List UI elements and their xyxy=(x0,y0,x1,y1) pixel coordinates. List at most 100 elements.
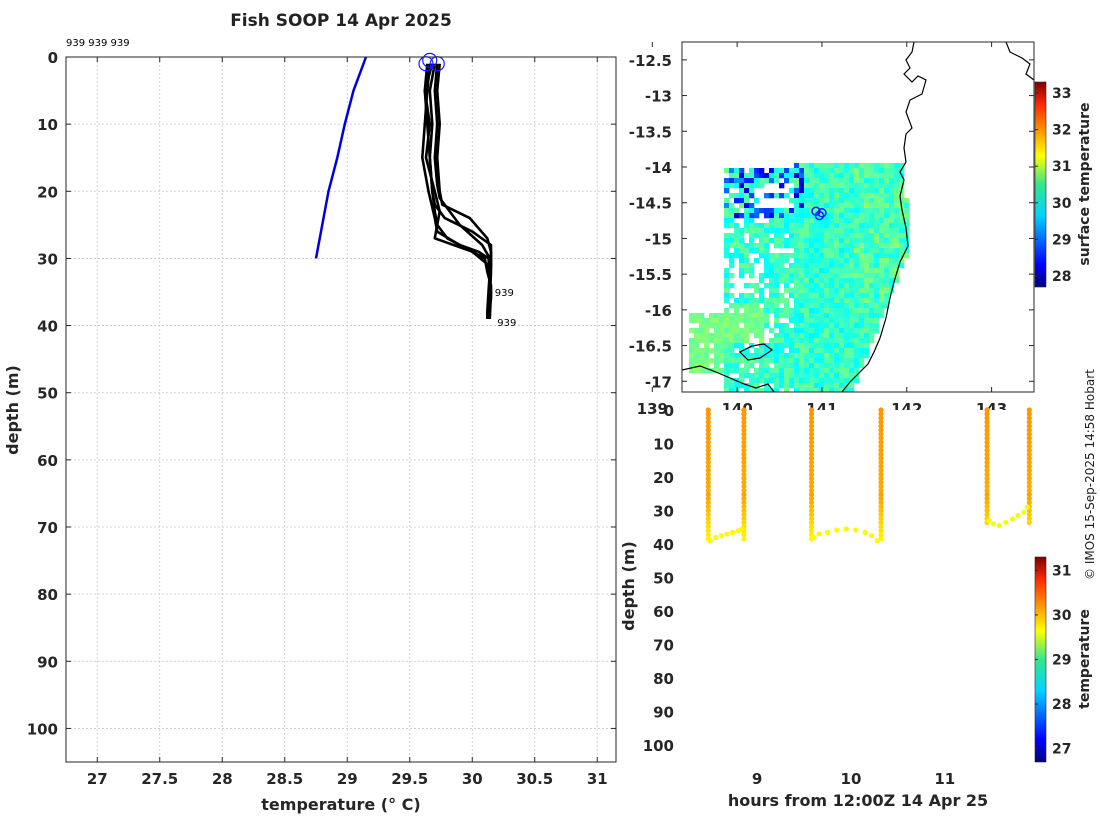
sst-cell xyxy=(779,173,785,179)
sst-cell xyxy=(719,313,725,319)
sst-cell xyxy=(789,253,795,259)
sst-cell xyxy=(834,328,840,334)
sst-cell xyxy=(864,178,870,184)
sst-cell xyxy=(854,188,860,194)
sst-cell xyxy=(744,303,750,309)
sst-cell xyxy=(809,283,815,289)
sst-cell xyxy=(899,168,905,174)
sst-cell xyxy=(809,233,815,239)
sst-cell xyxy=(864,233,870,239)
sst-cell xyxy=(754,353,760,359)
section-dot xyxy=(808,503,815,510)
section-dot xyxy=(1026,451,1032,457)
start-marker xyxy=(422,52,438,68)
sst-cell xyxy=(774,303,780,309)
sst-cell xyxy=(799,193,805,199)
sst-cell xyxy=(779,358,785,364)
sst-cell xyxy=(819,223,825,229)
sst-cell xyxy=(744,383,750,389)
sst-cell xyxy=(739,353,745,359)
sst-cell xyxy=(889,248,895,254)
sst-cell xyxy=(724,378,730,384)
sst-cell xyxy=(749,238,755,244)
sst-cell xyxy=(779,243,785,249)
section-dot xyxy=(878,431,884,437)
sst-cell xyxy=(874,268,880,274)
sst-cell xyxy=(879,263,885,269)
sst-cell xyxy=(739,378,745,384)
sst-cell xyxy=(809,318,815,324)
sst-cell xyxy=(769,168,775,174)
sst-cell xyxy=(774,338,780,344)
section-dot xyxy=(878,528,884,534)
sst-cell xyxy=(734,168,740,174)
sst-cell xyxy=(734,173,740,179)
sst-cell xyxy=(799,363,805,369)
sst-cell xyxy=(724,283,730,289)
section-dot xyxy=(984,411,990,417)
sst-cell xyxy=(824,373,830,379)
sst-cell xyxy=(869,178,875,184)
sst-cell xyxy=(894,218,900,224)
sst-cell xyxy=(794,278,800,284)
sst-cell xyxy=(859,318,865,324)
map-axes-frame xyxy=(681,41,1035,393)
sst-cell xyxy=(749,168,755,174)
sst-cell xyxy=(824,328,830,334)
sst-cell xyxy=(754,213,760,219)
sst-cell xyxy=(889,283,895,289)
section-y-tick-label: 30 xyxy=(653,503,674,521)
sst-cell xyxy=(759,308,765,314)
sst-cell xyxy=(844,253,850,259)
sst-cell xyxy=(834,213,840,219)
sst-cell xyxy=(754,348,760,354)
sst-cell xyxy=(729,368,735,374)
section-dots xyxy=(705,407,1032,544)
section-dot xyxy=(718,533,725,539)
sst-cell xyxy=(804,168,810,174)
sst-cell xyxy=(744,243,750,249)
sst-cell xyxy=(849,218,855,224)
sst-cell xyxy=(734,223,740,229)
sst-cell xyxy=(794,293,800,299)
sst-cell xyxy=(804,213,810,219)
sst-cell xyxy=(869,333,875,339)
section-dot xyxy=(705,520,711,526)
sst-cell xyxy=(759,228,765,234)
sst-cell xyxy=(759,343,765,349)
sst-cell xyxy=(774,293,780,299)
sst-cell xyxy=(819,278,825,284)
sst-colorbar-tick-label: 30 xyxy=(1052,196,1072,212)
sst-cell xyxy=(774,333,780,339)
sst-cell xyxy=(764,283,770,289)
sst-cell xyxy=(824,208,830,214)
sst-cell xyxy=(779,233,785,239)
sst-cell xyxy=(874,253,880,259)
sst-cell xyxy=(849,328,855,334)
section-dot xyxy=(1026,520,1032,526)
sst-cell xyxy=(794,318,800,324)
sst-cell xyxy=(789,263,795,269)
sst-cell xyxy=(814,198,820,204)
sst-cell xyxy=(904,198,910,204)
section-dot xyxy=(984,443,990,449)
sst-cell xyxy=(824,263,830,269)
profile-x-tick-label: 28.5 xyxy=(266,770,303,788)
sst-cell xyxy=(809,253,815,259)
sst-cell xyxy=(854,213,860,219)
sst-cell xyxy=(829,338,835,344)
sst-cell xyxy=(764,208,770,214)
map-panel: 139 140 141 142 143 -12.5-13-13.5-14-14.5-15… xyxy=(629,41,1093,418)
sst-cell xyxy=(874,178,880,184)
sst-cell xyxy=(839,328,845,334)
sst-cell xyxy=(789,238,795,244)
section-dot xyxy=(1026,459,1032,465)
sst-cell xyxy=(829,163,835,169)
sst-cell xyxy=(829,188,835,194)
section-dot xyxy=(878,459,884,465)
section-dot xyxy=(862,529,868,535)
section-dot xyxy=(1026,471,1032,477)
sst-cell xyxy=(809,338,815,344)
sst-cell xyxy=(794,163,800,169)
sst-cell xyxy=(754,248,760,254)
